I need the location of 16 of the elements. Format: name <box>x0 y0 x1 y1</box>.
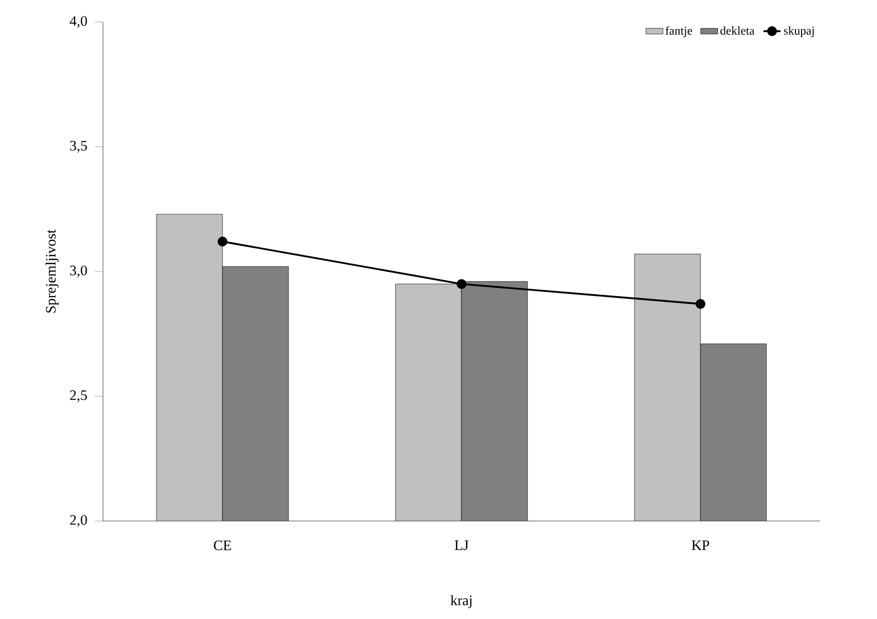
x-tick-label: LJ <box>454 540 468 550</box>
x-tick-label: CE <box>214 540 231 550</box>
y-tick-label: 3,5 <box>70 140 87 153</box>
point <box>456 279 466 289</box>
x-tick-label: KP <box>692 540 710 550</box>
legend-label: fantje <box>666 26 692 38</box>
point <box>218 236 228 246</box>
y-tick-label: 2,0 <box>70 515 87 527</box>
y-tick-label: 3,0 <box>70 266 87 278</box>
x-axis-title: kraj <box>450 595 472 608</box>
legend-label: dekleta <box>720 26 754 35</box>
point <box>696 299 706 309</box>
legend-label: skupaj <box>784 26 814 38</box>
y-tick-label: 4,0 <box>70 16 87 28</box>
y-tick-label: 2,5 <box>70 390 87 402</box>
y-axis-title: Sprejemljivost <box>46 230 59 313</box>
